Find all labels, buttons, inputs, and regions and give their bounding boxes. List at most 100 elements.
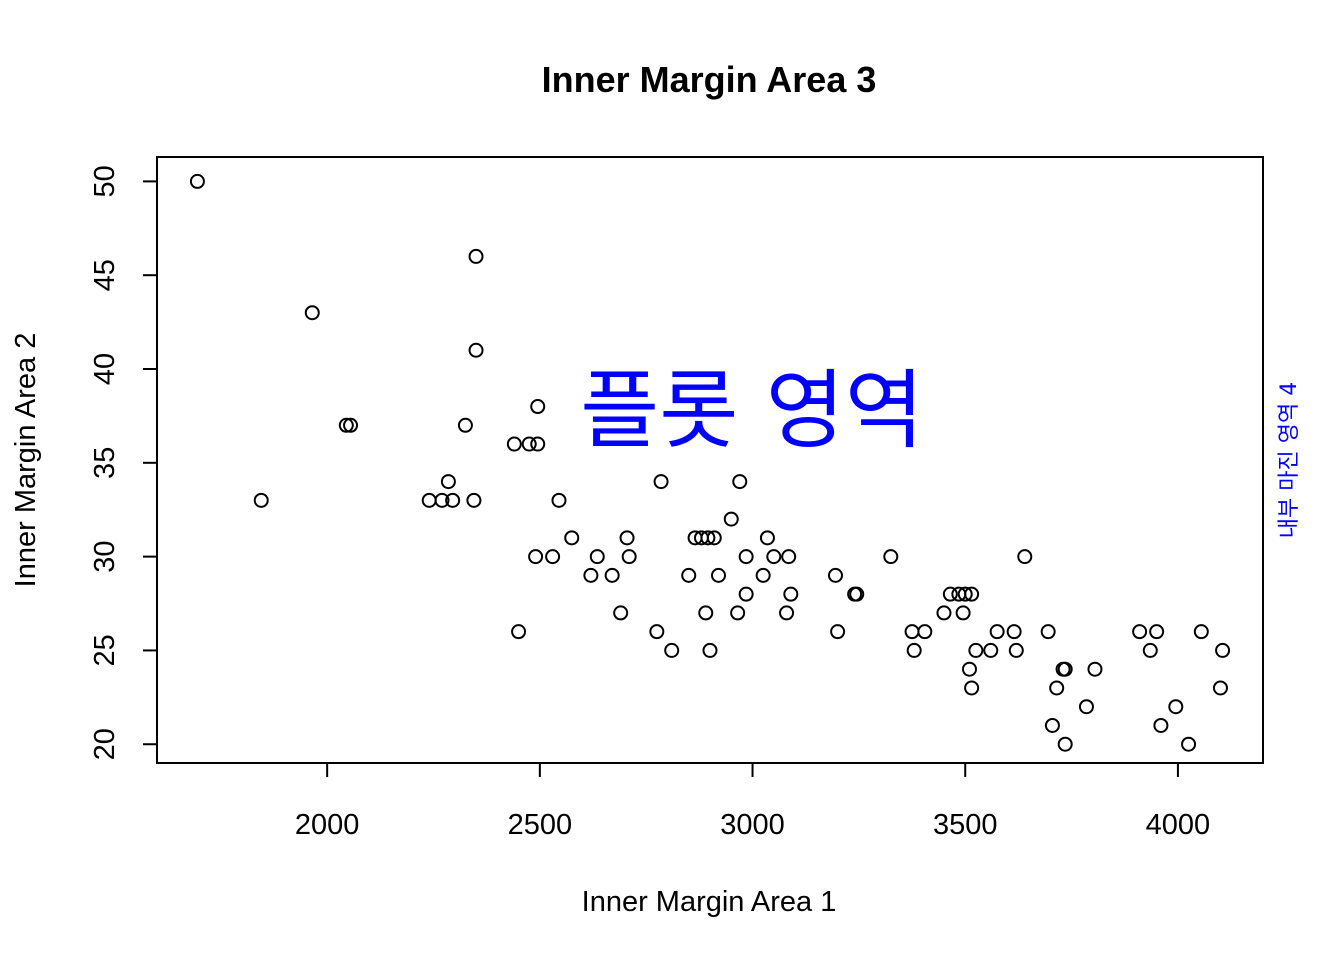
y-tick-label: 40: [89, 353, 121, 385]
y-tick-label: 50: [89, 165, 121, 197]
data-point: [779, 605, 795, 621]
data-point: [653, 474, 669, 490]
data-point: [706, 530, 722, 546]
x-tick-label: 4000: [1146, 809, 1211, 841]
data-point: [664, 642, 680, 658]
data-point: [781, 549, 797, 565]
data-point: [468, 248, 484, 264]
data-point: [1017, 549, 1033, 565]
data-point: [604, 567, 620, 583]
data-point: [964, 586, 980, 602]
data-point: [1212, 680, 1228, 696]
data-point: [957, 586, 973, 602]
data-point: [1049, 680, 1065, 696]
data-point: [989, 624, 1005, 640]
data-point: [955, 605, 971, 621]
data-point: [468, 342, 484, 358]
data-point: [589, 549, 605, 565]
data-point: [766, 549, 782, 565]
data-point: [1132, 624, 1148, 640]
data-point: [1078, 699, 1094, 715]
data-point: [1181, 736, 1197, 752]
data-point: [1087, 661, 1103, 677]
data-point: [730, 605, 746, 621]
data-point: [711, 567, 727, 583]
x-axis-label: Inner Margin Area 1: [582, 886, 837, 918]
data-point: [619, 530, 635, 546]
data-point: [421, 492, 437, 508]
data-point: [983, 642, 999, 658]
plot-area-text: 플롯 영역: [580, 361, 924, 461]
data-point: [189, 173, 205, 189]
data-point: [511, 624, 527, 640]
data-point: [755, 567, 771, 583]
data-point: [1006, 624, 1022, 640]
data-point: [445, 492, 461, 508]
data-point: [904, 624, 920, 640]
data-point: [253, 492, 269, 508]
data-point: [1008, 642, 1024, 658]
data-point: [583, 567, 599, 583]
data-point: [466, 492, 482, 508]
data-point: [528, 549, 544, 565]
x-tick-label: 3000: [720, 809, 785, 841]
data-point: [1057, 736, 1073, 752]
x-tick-label: 3500: [933, 809, 998, 841]
data-point: [783, 586, 799, 602]
data-point: [961, 661, 977, 677]
y-axis: 20 25 30 35 40 45 50: [89, 165, 158, 760]
data-point: [1168, 699, 1184, 715]
data-point: [530, 399, 546, 415]
data-point: [1215, 642, 1231, 658]
y-tick-label: 25: [89, 634, 121, 666]
data-point: [883, 549, 899, 565]
data-point: [304, 305, 320, 321]
data-point: [1142, 642, 1158, 658]
data-point: [732, 474, 748, 490]
y-tick-label: 45: [89, 259, 121, 291]
data-point: [613, 605, 629, 621]
data-point: [964, 680, 980, 696]
data-point: [649, 624, 665, 640]
data-point: [849, 586, 865, 602]
x-axis: 2000 2500 3000 3500 4000: [295, 762, 1211, 841]
data-point: [457, 417, 473, 433]
data-point: [551, 492, 567, 508]
y-tick-label: 35: [89, 447, 121, 479]
y-tick-label: 30: [89, 540, 121, 572]
x-tick-label: 2000: [295, 809, 360, 841]
data-point: [1057, 661, 1073, 677]
data-point: [830, 624, 846, 640]
data-point: [440, 474, 456, 490]
data-point: [942, 586, 958, 602]
data-point: [1149, 624, 1165, 640]
data-point: [1040, 624, 1056, 640]
data-point: [1153, 717, 1169, 733]
data-point: [681, 567, 697, 583]
data-point: [530, 436, 546, 452]
data-point: [1193, 624, 1209, 640]
data-point: [621, 549, 637, 565]
data-point: [434, 492, 450, 508]
data-point: [1044, 717, 1060, 733]
data-point: [917, 624, 933, 640]
data-point: [968, 642, 984, 658]
data-point: [338, 417, 354, 433]
x-tick-label: 2500: [508, 809, 573, 841]
data-point: [545, 549, 561, 565]
data-point: [700, 530, 716, 546]
data-point: [827, 567, 843, 583]
data-point: [702, 642, 718, 658]
data-point: [738, 549, 754, 565]
data-point: [521, 436, 537, 452]
data-points: [189, 173, 1231, 752]
chart-title: Inner Margin Area 3: [542, 59, 877, 100]
data-point: [698, 605, 714, 621]
data-point: [343, 417, 359, 433]
y-tick-label: 20: [89, 728, 121, 760]
data-point: [906, 642, 922, 658]
data-point: [936, 605, 952, 621]
data-point: [506, 436, 522, 452]
data-point: [759, 530, 775, 546]
